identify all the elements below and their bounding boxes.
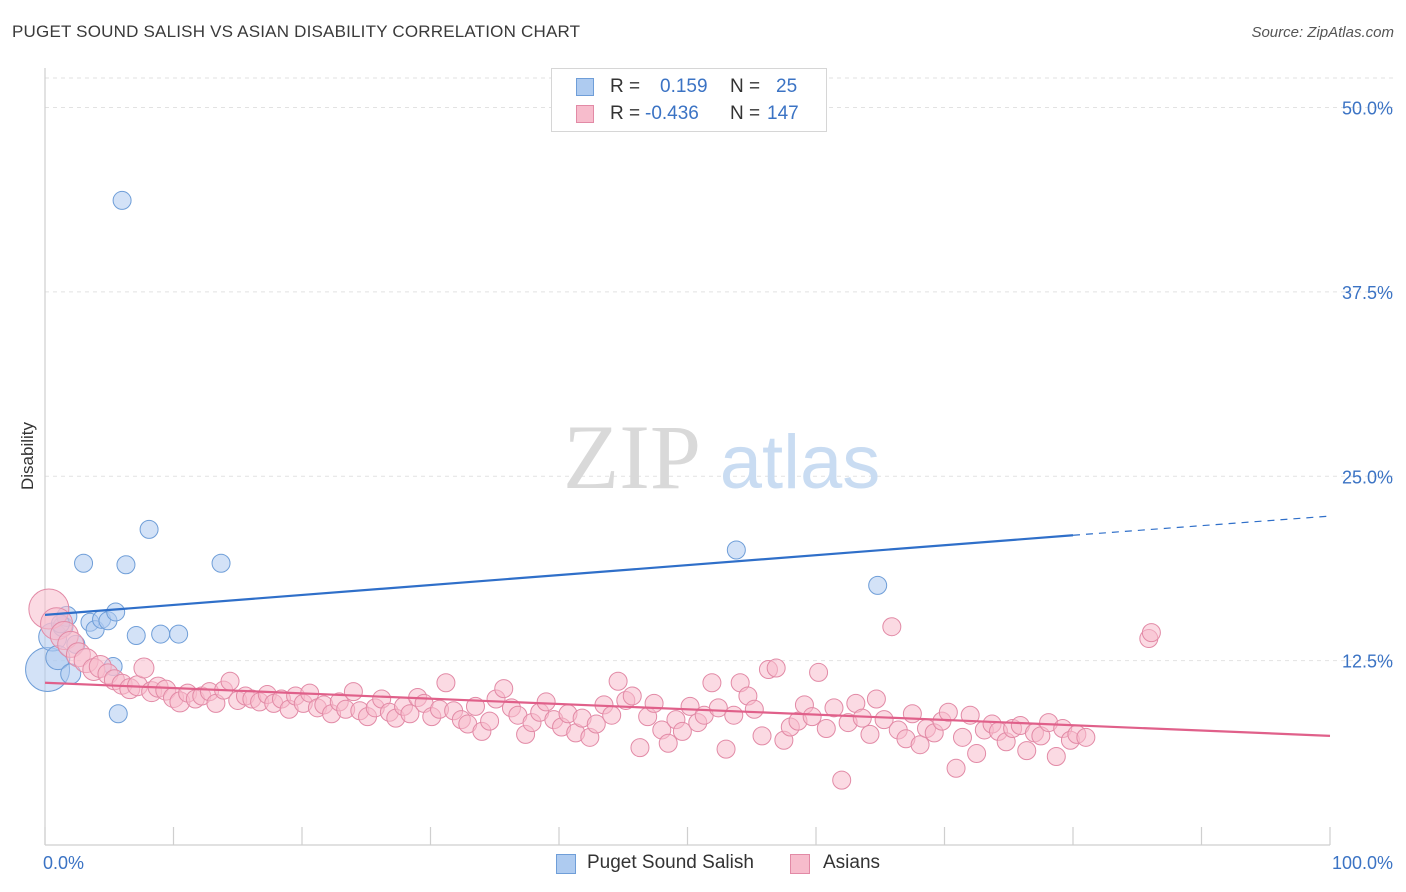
asians-point [1046, 747, 1066, 766]
asians-point [802, 707, 822, 727]
source-label: Source: ZipAtlas.com [1251, 24, 1394, 41]
asians-point [910, 735, 930, 755]
y-tick-label: 50.0% [1342, 99, 1393, 119]
legend-swatch-asians [790, 854, 810, 874]
asians-point [832, 770, 852, 790]
y-axis-label: Disability [18, 421, 37, 490]
asians-point [608, 671, 628, 691]
salish-trend-extension [1072, 515, 1331, 536]
asians-point [766, 658, 786, 678]
asians-point [480, 711, 500, 731]
asians-point [816, 718, 836, 738]
asians-point [952, 727, 972, 747]
asians-point [824, 698, 844, 718]
salish-point [868, 575, 888, 595]
asians-point [902, 704, 922, 724]
stats-row-salish: R = 0.159 N = 25 [552, 74, 826, 100]
asians-point [946, 758, 966, 778]
asians-point [860, 724, 880, 744]
x-tick-label: 0.0% [43, 853, 84, 873]
asians-point [866, 689, 886, 709]
salish-trend-line [44, 534, 1074, 616]
asians-point [133, 657, 155, 679]
stats-r-value: -0.436 [645, 103, 699, 124]
legend-label-asians: Asians [823, 852, 881, 873]
asians-trend-line [44, 681, 1331, 737]
stats-r-label: R = [610, 103, 641, 124]
asians-point [586, 714, 606, 734]
asians-point [702, 673, 722, 693]
y-tick-label: 12.5% [1342, 652, 1393, 672]
asians-point [680, 696, 700, 716]
asians-point [724, 705, 744, 725]
asians-point [220, 671, 240, 691]
salish-point [106, 602, 126, 622]
asians-point [343, 682, 363, 702]
asians-point [465, 696, 485, 716]
asians-point [602, 705, 622, 725]
salish-point [211, 553, 231, 573]
asians-point [1076, 727, 1096, 747]
salish-point [169, 624, 189, 644]
chart-title: PUGET SOUND SALISH VS ASIAN DISABILITY C… [12, 22, 581, 41]
trend-lines [44, 515, 1331, 737]
axis-labels: 12.5% 25.0% 37.5% 50.0% 0.0% 100.0% Disability [18, 99, 1393, 874]
gridlines [45, 77, 1395, 662]
axes [44, 68, 1331, 846]
salish-point [112, 190, 132, 210]
legend-item-asians[interactable]: Asians [790, 852, 900, 876]
asians-point [938, 702, 958, 722]
asians-point [436, 673, 456, 693]
asians-point [400, 704, 420, 724]
asians-point [852, 708, 872, 728]
salish-point [726, 540, 746, 560]
asians-point [658, 733, 678, 753]
salish-point [151, 624, 171, 644]
asians-point [622, 686, 642, 706]
asians-point [1141, 623, 1161, 643]
watermark-zip: ZIP [563, 406, 701, 508]
stats-swatch-salish [576, 78, 594, 96]
stats-row-asians: R = -0.436 N = 147 [552, 101, 826, 127]
stats-n-value: 25 [776, 76, 798, 97]
asians-point [708, 698, 728, 718]
stats-legend-box: R = 0.159 N = 25 R = -0.436 N = 147 [551, 68, 827, 132]
asians-point [630, 738, 650, 758]
asians-point [967, 744, 987, 764]
asians-point [744, 699, 764, 719]
legend-label-salish: Puget Sound Salish [587, 852, 754, 873]
stats-r-value: 0.159 [660, 76, 708, 97]
salish-point [116, 555, 136, 575]
y-tick-label: 25.0% [1342, 467, 1393, 487]
salish-point [74, 553, 94, 573]
y-tick-label: 37.5% [1342, 283, 1393, 303]
stats-n-value: 147 [767, 103, 799, 124]
asians-point [882, 617, 902, 637]
salish-point [108, 704, 128, 724]
legend-item-salish[interactable]: Puget Sound Salish [556, 852, 776, 876]
asians-point [874, 710, 894, 730]
watermark: ZIP atlas [563, 406, 880, 508]
salish-point [126, 626, 146, 646]
legend-swatch-salish [556, 854, 576, 874]
x-tick-label: 100.0% [1332, 853, 1393, 873]
asians-point [716, 739, 736, 759]
asians-point [672, 721, 692, 741]
salish-point [139, 519, 159, 539]
stats-n-label: N = [730, 103, 761, 124]
asians-point [494, 679, 514, 699]
stats-r-label: R = [610, 76, 641, 97]
asians-point [644, 693, 664, 713]
asians-point [536, 692, 556, 712]
asians-point [752, 726, 772, 746]
stats-n-label: N = [730, 76, 761, 97]
asians-point [809, 662, 829, 682]
asians-point [1017, 741, 1037, 761]
stats-swatch-asians [576, 105, 594, 123]
watermark-atlas: atlas [720, 420, 881, 505]
